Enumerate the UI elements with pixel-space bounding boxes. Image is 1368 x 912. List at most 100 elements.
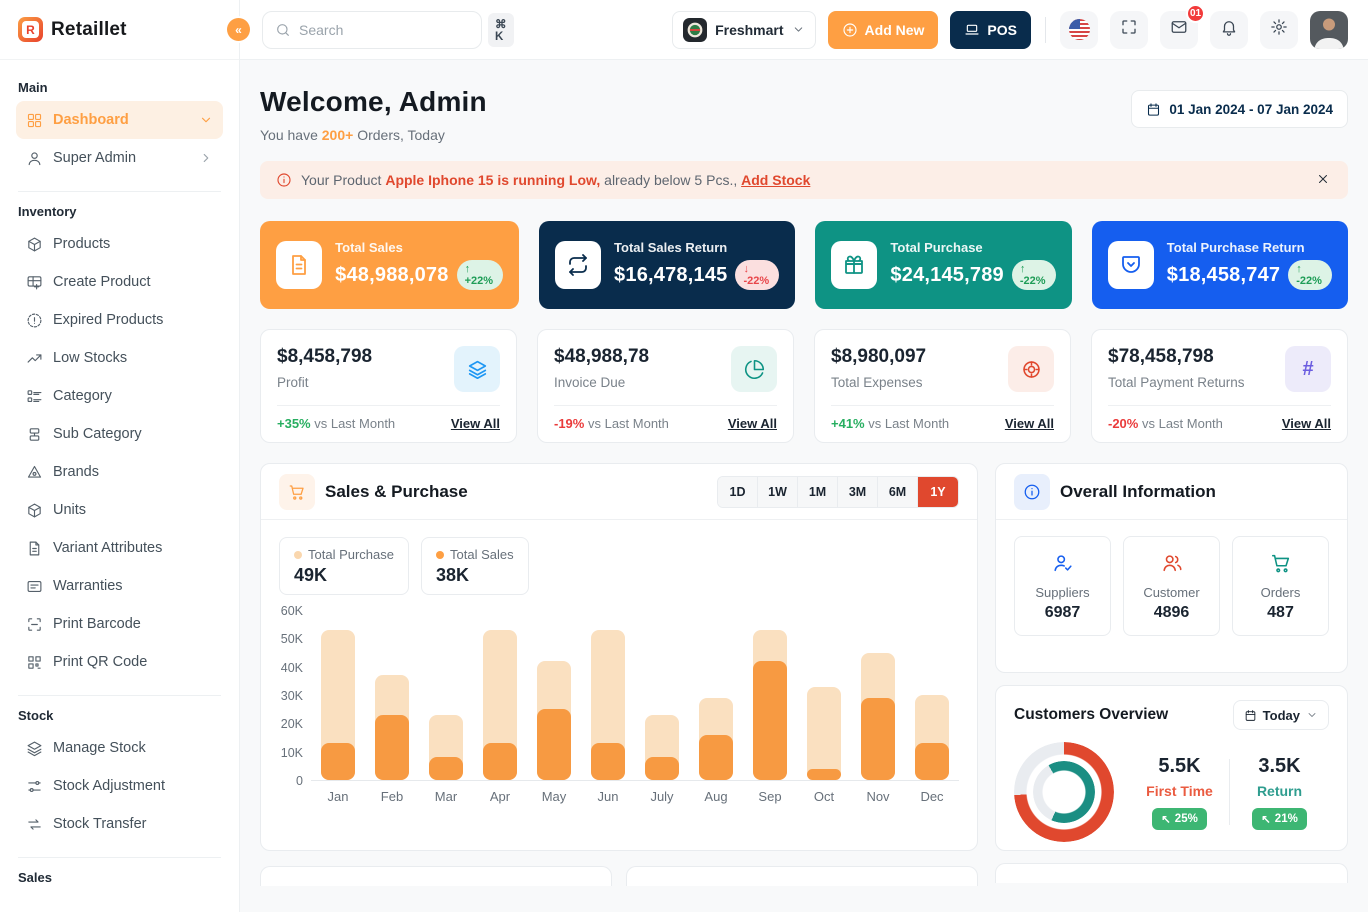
metric-change-value: +35% <box>277 416 311 431</box>
layers-icon <box>454 346 500 392</box>
add-new-button[interactable]: Add New <box>827 10 939 49</box>
search-input[interactable] <box>299 21 480 38</box>
sidebar-item-print-barcode[interactable]: Print Barcode <box>16 605 223 643</box>
overall-item-label: Orders <box>1260 585 1301 600</box>
store-selector[interactable]: Freshmart <box>672 10 816 49</box>
settings-button[interactable] <box>1260 10 1298 49</box>
sidebar-item-label: Category <box>53 388 112 404</box>
stat-card-body: Total Sales Return $16,478,145 ↓ -22% <box>614 240 780 290</box>
brand-logo-icon: R <box>18 17 43 42</box>
sidebar-item-units[interactable]: Units <box>16 491 223 529</box>
range-button-3m[interactable]: 3M <box>838 476 878 507</box>
sidebar-item-manage-stock[interactable]: Manage Stock <box>16 729 223 767</box>
close-icon[interactable] <box>1316 172 1332 188</box>
y-tick: 10K <box>280 745 303 760</box>
sidebar-item-brands[interactable]: Brands <box>16 453 223 491</box>
metric-change: -19% vs Last Month <box>554 416 669 431</box>
metric-change: +35% vs Last Month <box>277 416 395 431</box>
customers-period-selector[interactable]: Today <box>1232 700 1329 730</box>
stat-card-title: Total Purchase <box>890 240 983 255</box>
sidebar-item-sub-category[interactable]: Sub Category <box>16 415 223 453</box>
sidebar-item-category[interactable]: Category <box>16 377 223 415</box>
stat-card-badge: ↑ -22% <box>1011 260 1056 290</box>
customers-overview-title: Customers Overview <box>1014 706 1169 723</box>
search-box: ⌘ K <box>262 10 514 49</box>
range-button-1m[interactable]: 1M <box>798 476 838 507</box>
sidebar-item-low-stocks[interactable]: Low Stocks <box>16 339 223 377</box>
bar-oct <box>807 686 841 780</box>
mail-count-badge: 01 <box>1186 3 1205 23</box>
overall-item-value: 4896 <box>1153 604 1190 621</box>
fullscreen-button[interactable] <box>1110 10 1148 49</box>
calendar-icon <box>1146 102 1161 117</box>
transfer-icon <box>26 816 43 833</box>
range-button-1d[interactable]: 1D <box>718 476 758 507</box>
sidebar-item-stock-transfer[interactable]: Stock Transfer <box>16 805 223 843</box>
date-range-picker[interactable]: 01 Jan 2024 - 07 Jan 2024 <box>1131 90 1348 128</box>
stat-card-value: $16,478,145 <box>614 263 728 286</box>
sidebar-item-label: Sub Category <box>53 426 142 442</box>
view-all-link[interactable]: View All <box>1004 416 1054 431</box>
sidebar-item-dashboard[interactable]: Dashboard <box>16 101 223 139</box>
bar-total-sales <box>537 709 571 780</box>
sidebar-item-label: Warranties <box>53 578 123 594</box>
user-icon <box>26 150 43 167</box>
bar-jan <box>321 629 355 780</box>
mail-icon <box>1170 18 1188 41</box>
sidebar-item-label: Low Stocks <box>53 350 128 366</box>
alert-circle-icon <box>26 312 43 329</box>
bar-total-sales <box>807 768 841 780</box>
page-title: Welcome, Admin <box>260 86 487 117</box>
pos-button[interactable]: POS <box>950 10 1031 49</box>
metric-card-total-payment-returns: $78,458,798 Total Payment Returns # -20% vs… <box>1091 329 1348 443</box>
qr-icon <box>26 654 43 671</box>
legend-label: Total Sales <box>450 547 514 562</box>
brand-logo[interactable]: R Retaillet <box>0 0 239 60</box>
sidebar-collapse-button[interactable]: « <box>227 18 250 41</box>
view-all-link[interactable]: View All <box>1281 416 1331 431</box>
alert-product-warning: Apple Iphone 15 is running Low, <box>385 172 601 188</box>
overall-item-orders: Orders 487 <box>1232 536 1329 636</box>
add-stock-link[interactable]: Add Stock <box>741 172 811 188</box>
sidebar-item-stock-adjustment[interactable]: Stock Adjustment <box>16 767 223 805</box>
language-button[interactable] <box>1060 10 1098 49</box>
file-icon <box>26 540 43 557</box>
stat-card-body: Total Sales $48,988,078 ↑ +22% <box>335 240 503 290</box>
metric-card-invoice-due: $48,988,78 Invoice Due -19% vs Last Month V… <box>537 329 794 443</box>
range-button-1y[interactable]: 1Y <box>918 476 958 507</box>
mail-button[interactable]: 01 <box>1160 3 1205 49</box>
legend-label: Total Purchase <box>308 547 394 562</box>
overall-information-panel: Overall Information Suppliers 6987 Custome… <box>995 463 1348 673</box>
view-all-link[interactable]: View All <box>450 416 500 431</box>
bar-apr <box>483 629 517 780</box>
sidebar-item-products[interactable]: Products <box>16 225 223 263</box>
month-label: Jan <box>327 789 349 804</box>
metric-change-suffix: vs Last Month <box>1138 416 1223 431</box>
view-all-link[interactable]: View All <box>727 416 777 431</box>
sidebar-item-warranties[interactable]: Warranties <box>16 567 223 605</box>
range-button-1w[interactable]: 1W <box>758 476 798 507</box>
range-button-6m[interactable]: 6M <box>878 476 918 507</box>
metric-change-value: +41% <box>831 416 865 431</box>
layers-icon <box>26 740 43 757</box>
sidebar-item-print-qr-code[interactable]: Print QR Code <box>16 643 223 681</box>
user-check-icon <box>1021 552 1104 576</box>
donut-ring-return <box>1033 761 1095 823</box>
topbar-divider <box>1045 16 1046 43</box>
overall-item-suppliers: Suppliers 6987 <box>1014 536 1111 636</box>
cart-icon <box>279 473 315 510</box>
bar-july <box>645 714 679 780</box>
brand-icon <box>26 464 43 481</box>
metric-label: Profit <box>277 375 309 390</box>
sidebar-item-expired-products[interactable]: Expired Products <box>16 301 223 339</box>
bar-total-sales <box>699 734 733 780</box>
return-stat: 3.5K Return ↖ 21% <box>1230 755 1329 830</box>
overall-item-value: 6987 <box>1044 604 1081 621</box>
notifications-button[interactable] <box>1210 10 1248 49</box>
cart-icon <box>1239 552 1322 576</box>
section-divider <box>18 191 221 192</box>
sidebar-item-super-admin[interactable]: Super Admin <box>16 139 223 177</box>
user-avatar[interactable] <box>1310 10 1348 49</box>
sidebar-item-variant-attributes[interactable]: Variant Attributes <box>16 529 223 567</box>
sidebar-item-create-product[interactable]: Create Product <box>16 263 223 301</box>
